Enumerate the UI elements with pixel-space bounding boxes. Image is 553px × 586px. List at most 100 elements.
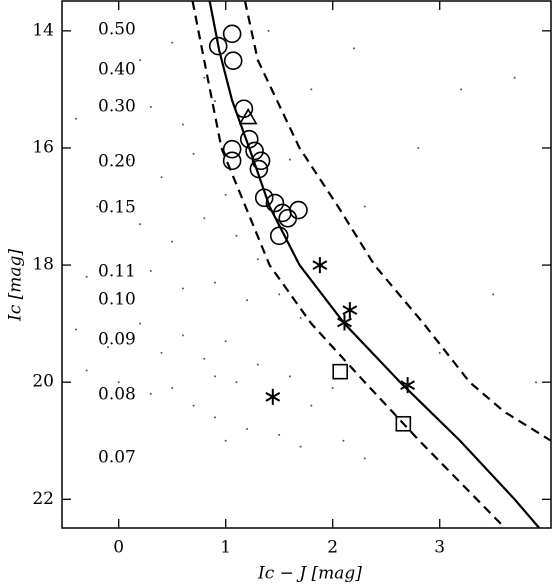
- field-star: [224, 193, 227, 196]
- field-star: [353, 47, 356, 50]
- field-star: [74, 328, 77, 331]
- field-star: [299, 445, 302, 448]
- field-star: [85, 369, 88, 372]
- field-star: [203, 217, 206, 220]
- y-tick-label: 20: [32, 372, 54, 392]
- circle-marker: [245, 141, 264, 161]
- star-marker: [342, 302, 358, 319]
- mass-label: 0.08: [98, 385, 136, 405]
- field-star: [214, 100, 217, 103]
- y-tick-label: 16: [32, 137, 54, 157]
- field-star: [149, 392, 152, 395]
- circle-marker: [254, 188, 274, 208]
- field-star: [288, 158, 291, 161]
- field-star: [181, 334, 184, 337]
- circle-marker: [239, 129, 259, 149]
- mass-label: 0.11: [98, 262, 136, 282]
- x-tick-label: 1: [220, 538, 231, 558]
- circle-marker: [223, 51, 243, 71]
- circle-marker: [269, 226, 289, 246]
- field-star: [363, 457, 366, 460]
- field-star: [288, 375, 291, 378]
- field-star: [214, 416, 217, 419]
- square-marker: [332, 363, 349, 380]
- field-star: [192, 152, 195, 155]
- field-star: [214, 281, 217, 284]
- y-tick-label: 22: [32, 489, 54, 509]
- star-marker: [400, 377, 416, 394]
- circle-marker: [222, 139, 242, 159]
- field-star: [214, 375, 217, 378]
- circle-marker: [251, 151, 271, 171]
- field-star: [246, 299, 249, 302]
- field-star: [139, 223, 142, 226]
- mass-label: 0.40: [98, 60, 136, 80]
- square-marker: [395, 415, 412, 432]
- mass-label: 0.07: [98, 448, 136, 468]
- field-star: [181, 287, 184, 290]
- circle-marker: [265, 193, 285, 213]
- x-tick-label: 3: [434, 538, 445, 558]
- field-star: [203, 357, 206, 360]
- field-star: [267, 29, 270, 32]
- field-star: [363, 205, 366, 208]
- mass-label: 0.20: [98, 152, 136, 172]
- field-star: [192, 404, 195, 407]
- field-star: [331, 387, 334, 390]
- y-tick-label: 14: [32, 20, 54, 40]
- field-star: [117, 381, 120, 384]
- field-star: [513, 76, 516, 79]
- field-star: [149, 269, 152, 272]
- field-star: [278, 293, 281, 296]
- field-star: [171, 240, 174, 243]
- field-star: [117, 293, 120, 296]
- curve: [191, 0, 506, 529]
- field-star: [299, 316, 302, 319]
- x-tick-label: 2: [327, 538, 338, 558]
- mass-label: 0.09: [98, 330, 136, 350]
- field-star: [224, 340, 227, 343]
- circle-marker: [278, 208, 298, 228]
- field-star: [224, 439, 227, 442]
- field-star: [139, 59, 142, 62]
- field-star: [149, 105, 152, 108]
- field-star: [342, 439, 345, 442]
- star-marker: [312, 257, 328, 274]
- field-star: [310, 404, 313, 407]
- mass-label: 0.10: [98, 290, 136, 310]
- x-axis-label: Ic − J [mag]: [257, 564, 362, 584]
- field-star: [171, 41, 174, 44]
- field-star: [160, 176, 163, 179]
- circle-marker: [208, 36, 228, 56]
- star-marker: [265, 388, 281, 405]
- field-star: [85, 275, 88, 278]
- field-star: [235, 234, 238, 237]
- field-star: [203, 76, 206, 79]
- circle-marker: [289, 200, 308, 220]
- field-star: [535, 381, 538, 384]
- circle-marker: [222, 24, 242, 44]
- field-star: [438, 351, 441, 354]
- curve: [208, 0, 541, 529]
- star-marker: [337, 314, 352, 331]
- y-tick-label: 18: [32, 255, 54, 275]
- field-star: [128, 158, 131, 161]
- mass-label: 0.30: [98, 97, 136, 117]
- field-star: [278, 433, 281, 436]
- circle-marker: [234, 99, 254, 119]
- field-star: [107, 346, 110, 349]
- field-star: [171, 387, 174, 390]
- field-star: [181, 123, 184, 126]
- field-star: [160, 351, 163, 354]
- field-star: [417, 146, 420, 149]
- field-star: [96, 205, 99, 208]
- curve: [243, 0, 552, 442]
- y-axis-label: Ic [mag]: [6, 249, 26, 322]
- field-star: [139, 322, 142, 325]
- field-star: [492, 293, 495, 296]
- field-star: [460, 88, 463, 91]
- field-star: [310, 88, 313, 91]
- field-star: [235, 381, 238, 384]
